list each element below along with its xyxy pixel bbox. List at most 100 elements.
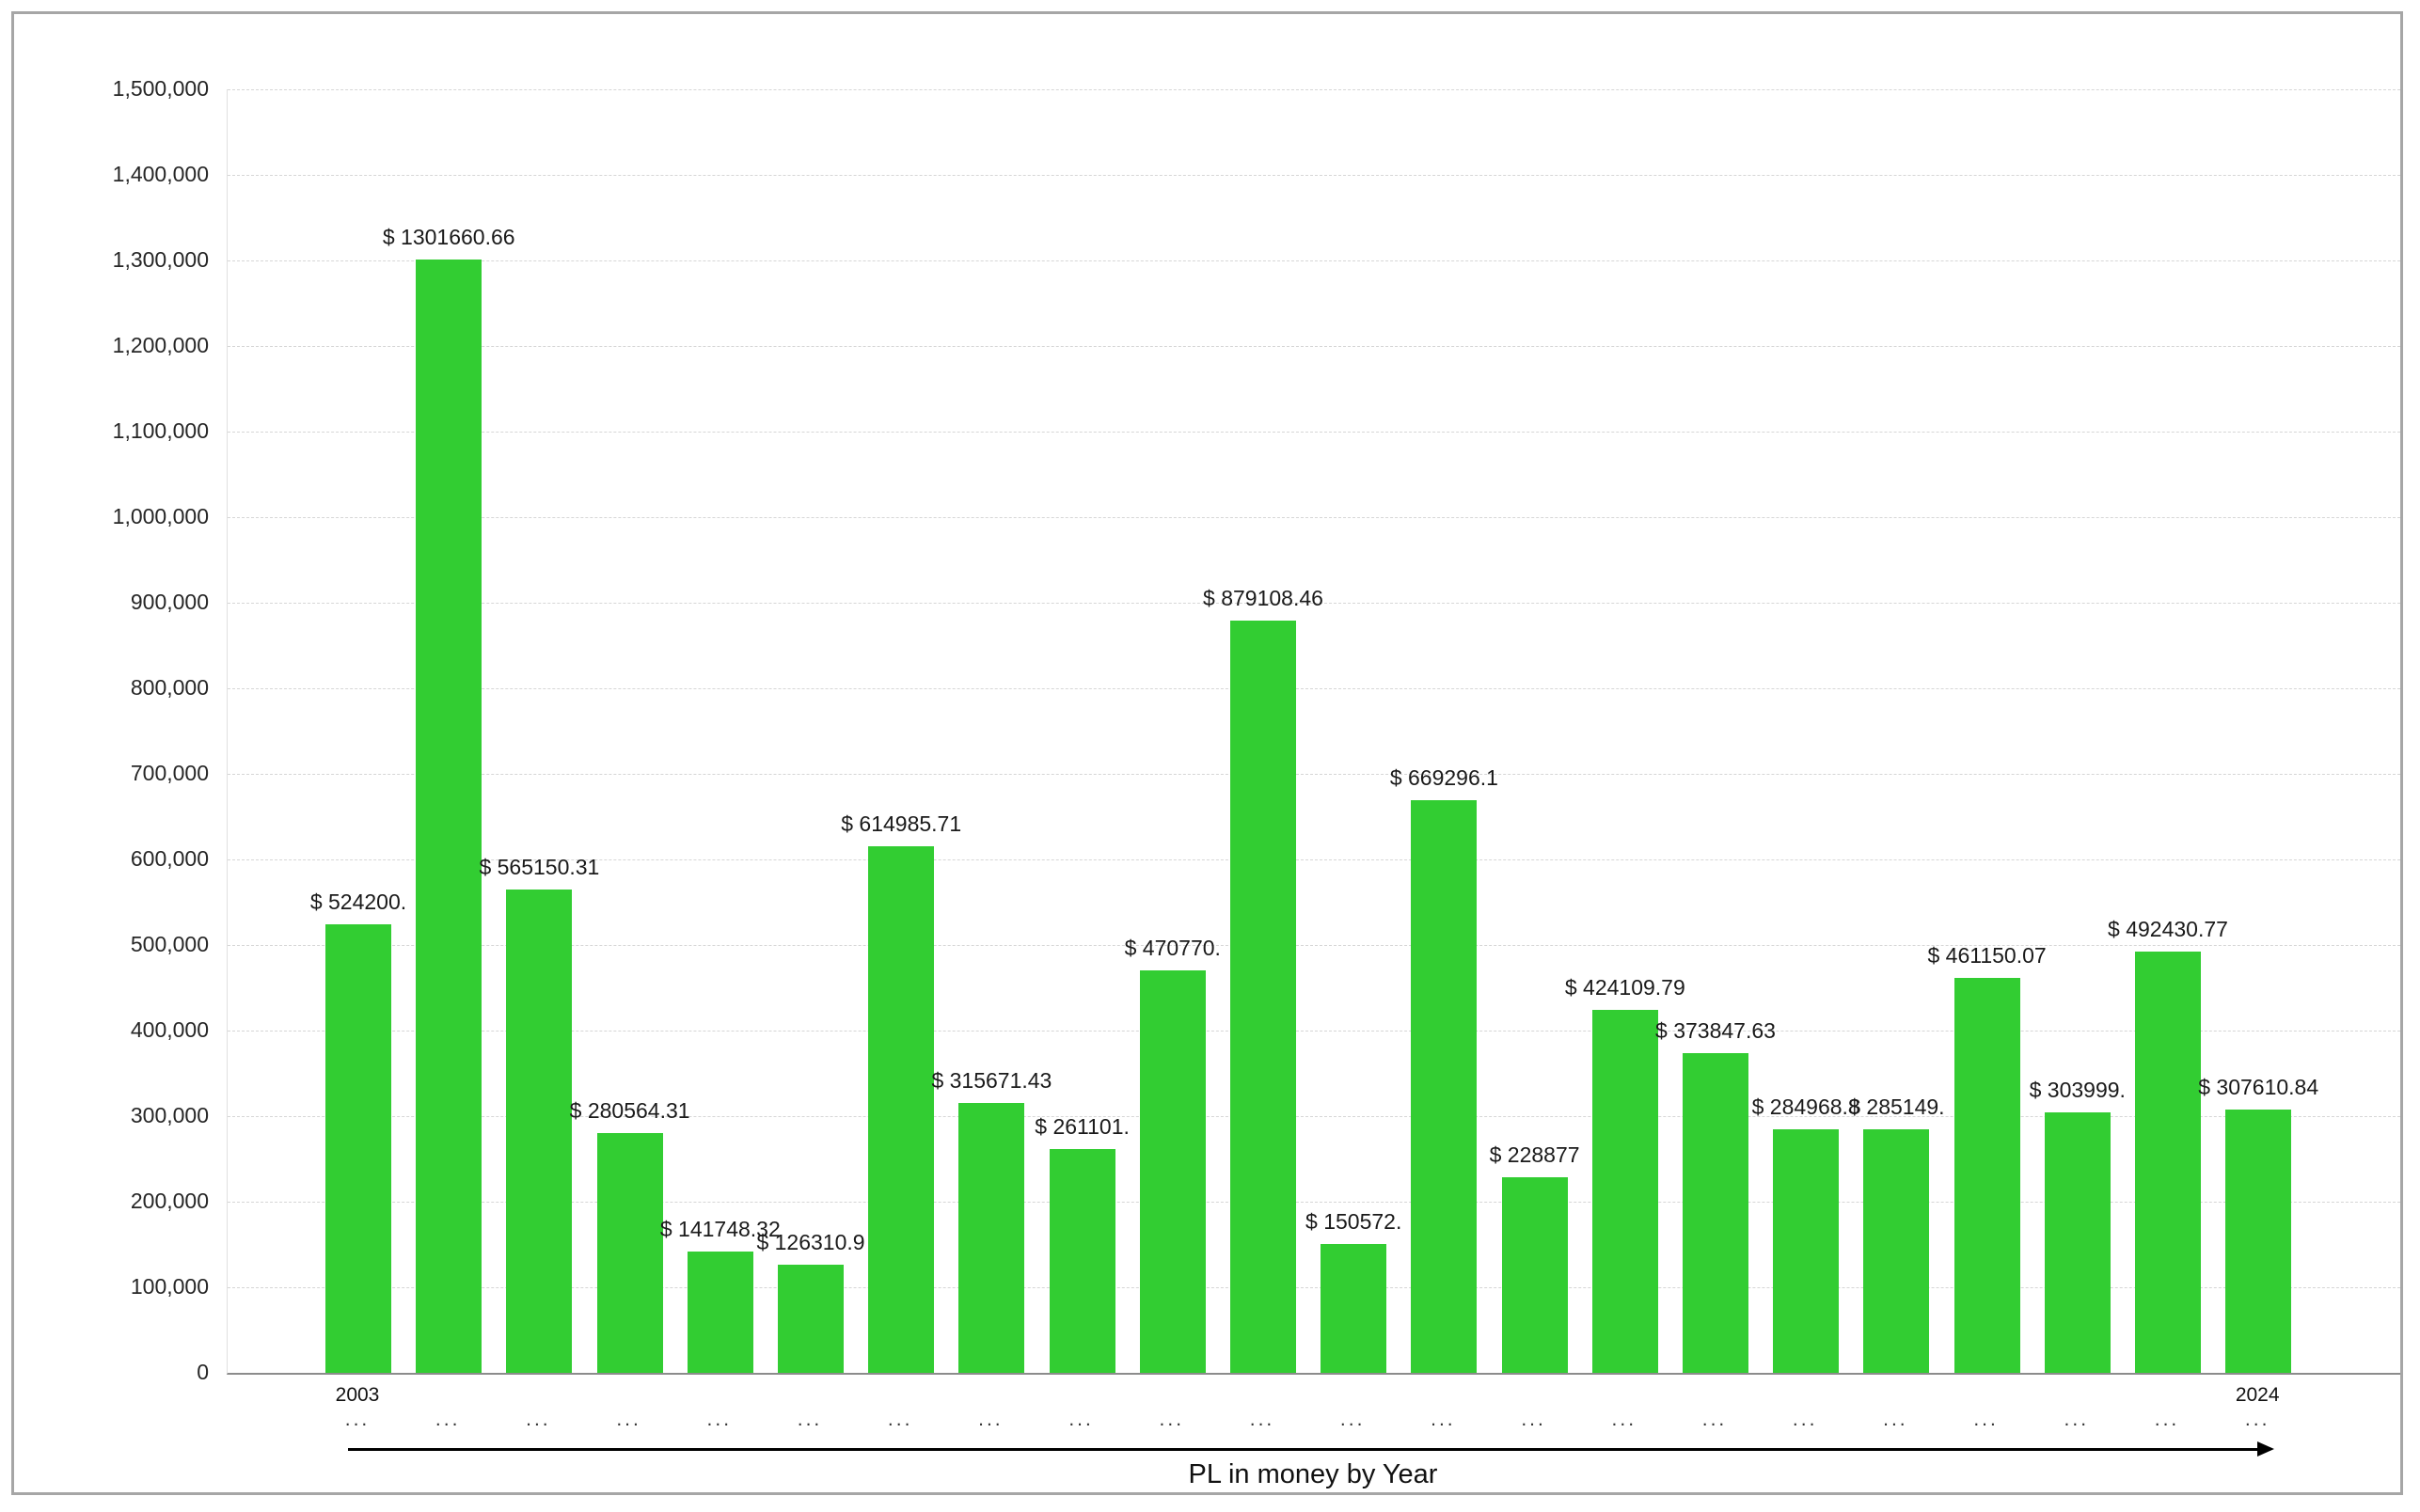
y-axis-tick-label: 300,000 (130, 1103, 209, 1127)
gridline (228, 432, 2400, 433)
gridline (228, 89, 2400, 90)
gridline (228, 1202, 2400, 1203)
x-axis-ellipsis: ... (616, 1409, 641, 1430)
y-axis-tick-label: 600,000 (130, 846, 209, 871)
y-axis-tick-label: 200,000 (130, 1189, 209, 1213)
bar (2225, 1110, 2292, 1373)
bar-value-label: $ 879108.46 (1203, 586, 1323, 611)
gridline (228, 945, 2400, 946)
gridline (228, 260, 2400, 261)
y-axis-tick-label: 700,000 (130, 761, 209, 785)
gridline (228, 175, 2400, 176)
bar (1230, 621, 1296, 1373)
y-axis-tick-label: 0 (197, 1360, 209, 1384)
x-axis-year-label: 2024 (2235, 1384, 2280, 1406)
gridline (228, 859, 2400, 860)
x-axis-ellipsis: ... (1159, 1409, 1185, 1430)
gridlines-layer (228, 89, 2400, 1373)
bar (958, 1102, 1025, 1373)
x-axis-ellipsis: ... (2064, 1409, 2090, 1430)
bar-value-label: $ 461150.07 (1927, 943, 2047, 969)
bar-value-label: $ 261101. (1035, 1114, 1130, 1140)
bar (1411, 799, 1478, 1373)
chart-title: PL in money by Year (1188, 1459, 1438, 1489)
bar-value-label: $ 285149. (1848, 1094, 1945, 1119)
x-axis-ellipsis: ... (706, 1409, 733, 1430)
x-axis-ellipsis: ... (2244, 1409, 2270, 1430)
bar-value-label: $ 280564.31 (569, 1097, 690, 1123)
x-axis-ellipsis: ... (887, 1409, 913, 1430)
y-axis-tick-label: 1,000,000 (112, 504, 209, 528)
y-axis-tick-label: 900,000 (130, 590, 209, 614)
x-axis-ellipsis: ... (1431, 1409, 1456, 1430)
x-axis-ellipsis: ... (1068, 1409, 1094, 1430)
gridline (228, 1287, 2400, 1288)
y-axis-tick-label: 100,000 (130, 1274, 209, 1299)
bar (687, 1252, 753, 1373)
bar-value-label: $ 303999. (2029, 1078, 2126, 1103)
gridline (228, 517, 2400, 518)
x-axis-ellipsis: ... (1611, 1409, 1637, 1430)
bar (1953, 978, 2020, 1373)
bar-value-label: $ 315671.43 (931, 1067, 1052, 1093)
bar (325, 923, 391, 1373)
bar (1863, 1128, 1930, 1373)
x-axis: 2003....................................… (227, 1373, 2399, 1467)
gridline (228, 774, 2400, 775)
bar-value-label: $ 284968.8 (1751, 1094, 1860, 1119)
x-axis-arrow-line (348, 1448, 2259, 1451)
x-axis-ellipsis: ... (1883, 1409, 1908, 1430)
bar (1683, 1052, 1748, 1373)
x-axis-ellipsis: ... (1792, 1409, 1818, 1430)
x-axis-ellipsis: ... (2154, 1409, 2180, 1430)
y-axis-tick-label: 1,300,000 (112, 247, 209, 272)
gridline (228, 1031, 2400, 1032)
x-axis-ellipsis: ... (1701, 1409, 1728, 1430)
x-axis-ellipsis: ... (1249, 1409, 1275, 1430)
y-axis-tick-label: 1,400,000 (112, 162, 209, 186)
x-axis-year-label: 2003 (335, 1384, 380, 1406)
bar-value-label: $ 126310.9 (756, 1230, 865, 1255)
x-axis-ellipsis: ... (1521, 1409, 1546, 1430)
bar-value-label: $ 524200. (309, 889, 407, 914)
x-axis-ellipsis: ... (1973, 1409, 1999, 1430)
bar-value-label: $ 150572. (1305, 1208, 1402, 1234)
bar (1321, 1243, 1387, 1373)
gridline (228, 346, 2400, 347)
bar (416, 259, 482, 1373)
bar-value-label: $ 373847.63 (1655, 1017, 1776, 1043)
plot-area: $ 524200. $ 1301660.66 $ 565150.31 $ 280564… (227, 89, 2400, 1375)
bar-value-label: $ 307610.84 (2198, 1075, 2319, 1100)
bar (2135, 951, 2201, 1373)
bar (1501, 1176, 1568, 1373)
bar-value-label: $ 614985.71 (841, 811, 962, 837)
bar (1049, 1149, 1115, 1373)
bar-value-label: $ 1301660.66 (382, 224, 515, 249)
bar (596, 1132, 663, 1373)
bar (868, 846, 935, 1373)
y-axis-tick-label: 1,500,000 (112, 76, 209, 101)
gridline (228, 688, 2400, 689)
y-axis-tick-label: 400,000 (130, 1017, 209, 1042)
y-axis-tick-label: 1,100,000 (112, 418, 209, 443)
bar (506, 889, 573, 1373)
bars-layer: $ 524200. $ 1301660.66 $ 565150.31 $ 280564… (228, 89, 2400, 1373)
bar-value-label: $ 228877 (1489, 1142, 1580, 1167)
y-axis-tick-label: 800,000 (130, 675, 209, 700)
bar-value-label: $ 565150.31 (479, 854, 600, 879)
bar (778, 1265, 844, 1373)
x-axis-ellipsis: ... (526, 1409, 551, 1430)
x-axis-ellipsis: ... (797, 1409, 823, 1430)
x-axis-ellipsis: ... (978, 1409, 1004, 1430)
y-axis-tick-label: 1,200,000 (112, 333, 209, 357)
gridline (228, 1116, 2400, 1117)
bar (1773, 1128, 1840, 1373)
bar-value-label: $ 669296.1 (1389, 764, 1498, 790)
x-axis-arrow-head-icon (2257, 1441, 2274, 1457)
bar (2044, 1112, 2111, 1373)
x-axis-ellipsis: ... (435, 1409, 461, 1430)
bar (1139, 969, 1206, 1373)
x-axis-ellipsis: ... (344, 1409, 371, 1430)
gridline (228, 603, 2400, 604)
bar-value-label: $ 470770. (1124, 935, 1221, 960)
